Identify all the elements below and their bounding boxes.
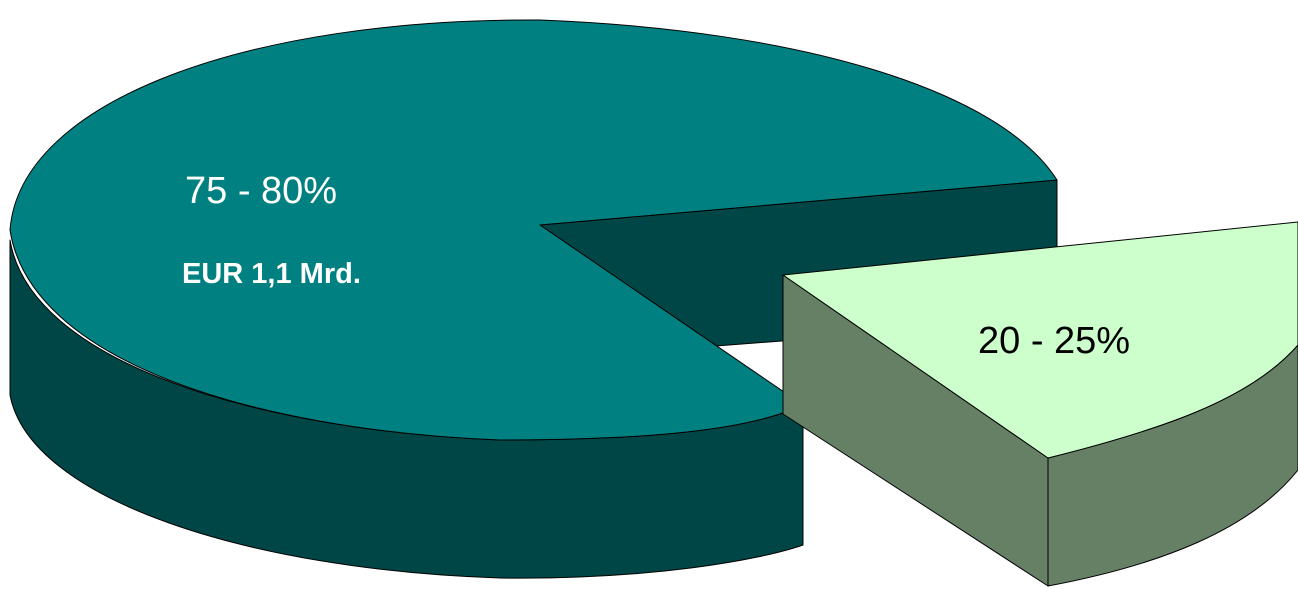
slice-large-top — [9, 19, 1058, 441]
slice-small-top — [782, 221, 1298, 459]
slice-label-large: 75 - 80% — [185, 170, 337, 212]
slice-sublabel-large: EUR 1,1 Mrd. — [182, 258, 361, 290]
pie-slices — [9, 19, 1298, 587]
slice-large-outer-wall — [9, 239, 804, 579]
slice-label-small: 20 - 25% — [978, 320, 1130, 362]
